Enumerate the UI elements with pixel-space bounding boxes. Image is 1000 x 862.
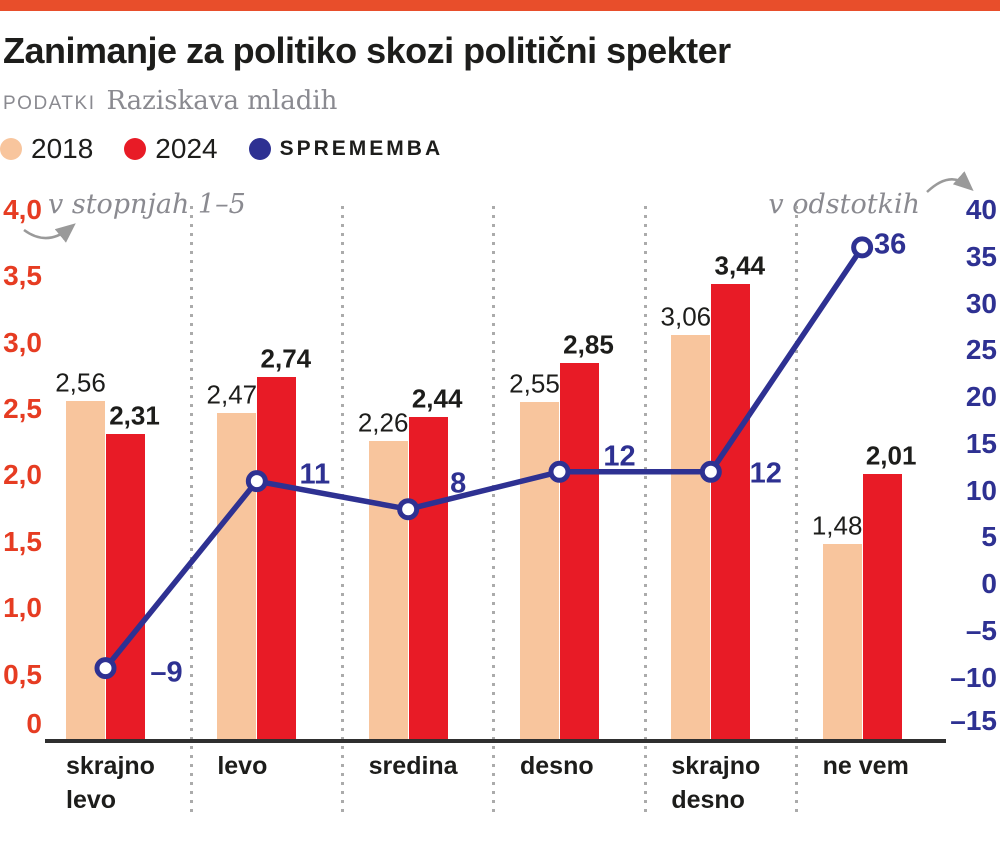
bar-value-2018-4: 3,06 [660, 301, 712, 332]
right-axis-arrow-icon [926, 171, 974, 193]
bar-value-2018-3: 2,55 [509, 368, 560, 399]
category-label-line: levo [217, 752, 268, 780]
line-value-1: 11 [299, 458, 331, 491]
bar-2018-1 [217, 412, 257, 741]
category-label-line: desno [671, 786, 745, 814]
legend: 2018 2024 SPREMEMBA [0, 133, 443, 165]
x-axis-baseline [45, 739, 946, 743]
category-label-line: skrajno [671, 752, 761, 780]
left-axis-tick: 1,5 [3, 525, 42, 557]
bar-value-2024-4: 3,44 [714, 250, 766, 281]
bar-value-2024-1: 2,74 [260, 343, 312, 374]
left-axis-tick: 0,5 [3, 658, 42, 690]
bar-2024-0 [106, 434, 145, 741]
category-label-line: sredina [368, 752, 458, 780]
left-axis-tick: 4,0 [3, 193, 42, 225]
bar-value-2018-5: 1,48 [811, 510, 863, 541]
category-label-line: skrajno [66, 752, 155, 780]
left-axis-tick: 2,0 [3, 459, 42, 491]
legend-dot-sprememba [248, 138, 271, 160]
right-axis-tick: 25 [965, 334, 997, 366]
left-axis-arrow-icon [23, 223, 76, 243]
left-axis-tick: 2,5 [3, 393, 42, 424]
right-axis-tick: –15 [950, 705, 997, 736]
bar-2024-3 [559, 362, 599, 741]
right-axis-tick: 15 [965, 427, 997, 459]
legend-label-2024: 2024 [155, 133, 218, 164]
left-axis-tick: 1,0 [3, 592, 42, 624]
legend-dot-2024 [124, 138, 147, 160]
right-axis-tick: –10 [950, 661, 997, 693]
category-label-3: desno [520, 749, 594, 783]
line-value-4: 12 [749, 457, 782, 490]
right-axis-tick: 20 [965, 381, 997, 412]
subtitle-source: Raziskava mladih [106, 86, 338, 116]
category-label-line: levo [66, 786, 117, 814]
category-label-4: skrajno desno [671, 749, 760, 817]
right-axis-tick: 30 [965, 287, 997, 319]
bar-2018-2 [368, 440, 408, 741]
bar-value-2018-2: 2,26 [357, 407, 409, 438]
bar-2018-5 [822, 544, 862, 741]
bar-2024-1 [257, 377, 297, 741]
category-label-line: ne vem [822, 752, 909, 780]
bar-value-2024-0: 2,31 [109, 400, 160, 431]
bar-2018-0 [66, 401, 105, 741]
top-accent-bar [0, 0, 1000, 11]
legend-dot-2018 [0, 138, 22, 160]
right-axis-tick: 0 [981, 568, 997, 599]
category-separator [189, 206, 193, 818]
legend-label-2018: 2018 [31, 133, 94, 164]
left-axis-caption: v stopnjah 1–5 [48, 189, 246, 220]
right-axis-tick: 40 [965, 194, 997, 225]
left-axis-tick: 3,0 [3, 326, 42, 358]
left-axis-tick: 0 [26, 708, 42, 739]
line-value-3: 12 [603, 440, 636, 473]
chart-title: Zanimanje za politiko skozi politični sp… [3, 30, 731, 71]
right-axis-tick: 10 [965, 474, 997, 506]
right-axis-tick: 35 [965, 240, 997, 272]
line-value-5: 36 [874, 228, 907, 261]
category-label-5: ne vem [823, 749, 909, 783]
bar-value-2024-2: 2,44 [411, 383, 463, 414]
legend-label-sprememba: SPREMEMBA [279, 137, 444, 160]
bar-value-2024-5: 2,01 [865, 440, 917, 471]
right-axis-caption: v odstotkih [768, 189, 920, 220]
bar-2024-5 [862, 474, 902, 741]
category-separator [341, 206, 345, 818]
right-axis-tick: 5 [981, 521, 997, 553]
category-separator [795, 206, 799, 818]
category-label-1: levo [217, 749, 267, 783]
bar-value-2018-1: 2,47 [206, 379, 258, 410]
subtitle: PODATKI Raziskava mladih [3, 86, 337, 116]
bar-2024-4 [711, 284, 751, 741]
subtitle-kicker: PODATKI [3, 93, 96, 114]
right-axis-tick: –5 [965, 614, 997, 646]
bar-2024-2 [408, 416, 448, 741]
line-point-5 [851, 236, 874, 259]
bar-value-2018-0: 2,56 [55, 367, 106, 398]
line-value-0: –9 [150, 656, 183, 689]
category-label-2: sredina [369, 749, 458, 783]
bar-value-2024-3: 2,85 [563, 329, 614, 360]
line-value-2: 8 [450, 467, 467, 500]
bar-2018-4 [671, 334, 711, 741]
category-separator [643, 206, 647, 818]
left-axis-tick: 3,5 [3, 260, 42, 292]
category-label-0: skrajno levo [66, 749, 155, 817]
bar-2018-3 [519, 402, 559, 741]
category-label-line: desno [519, 752, 594, 780]
category-separator [492, 206, 496, 818]
